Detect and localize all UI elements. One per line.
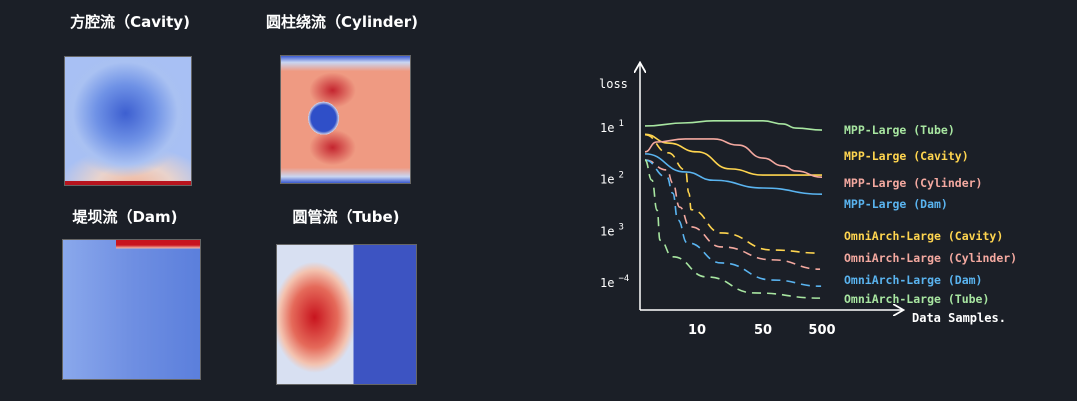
legend-entry: OmniArch-Large (Cylinder): [844, 251, 1017, 265]
x-tick-label: 50: [754, 323, 772, 338]
cylinder-heatmap: [280, 55, 411, 184]
y-axis-label: loss: [599, 77, 628, 91]
series-line: [644, 159, 821, 270]
series-line: [644, 159, 822, 288]
legend-entry: MPP-Large (Tube): [844, 123, 955, 137]
x-axis-label: Data Samples.: [912, 311, 1006, 325]
panel-title-cylinder: 圆柱绕流（Cylinder): [266, 13, 418, 31]
legend-entry: OmniArch-Large (Tube): [844, 292, 989, 306]
cavity-heatmap: [64, 56, 192, 186]
y-tick-label: 1e −4: [600, 274, 629, 290]
panel-title-tube: 圆管流（Tube): [292, 208, 400, 226]
y-tick-label: 1e 3: [600, 222, 624, 238]
series-line: [644, 133, 821, 254]
series-line: [644, 159, 821, 299]
legend-entry: MPP-Large (Cavity): [844, 149, 969, 163]
x-tick-label: 500: [808, 323, 835, 338]
y-tick-label: 1e 1: [600, 119, 624, 135]
legend-entry: OmniArch-Large (Dam): [844, 273, 982, 287]
tube-heatmap: [276, 244, 417, 385]
series-line: [644, 133, 822, 176]
legend-entry: MPP-Large (Dam): [844, 197, 948, 211]
x-tick-label: 10: [688, 323, 706, 338]
legend-entry: MPP-Large (Cylinder): [844, 176, 982, 190]
series-line: [644, 153, 823, 196]
series-line: [644, 138, 823, 178]
dam-heatmap: [62, 239, 201, 380]
legend-entry: OmniArch-Large (Cavity): [844, 229, 1003, 243]
panel-title-cavity: 方腔流（Cavity): [70, 13, 190, 31]
panel-title-dam: 堤坝流（Dam): [72, 208, 178, 226]
y-tick-label: 1e 2: [600, 171, 624, 187]
series-line: [644, 119, 823, 131]
